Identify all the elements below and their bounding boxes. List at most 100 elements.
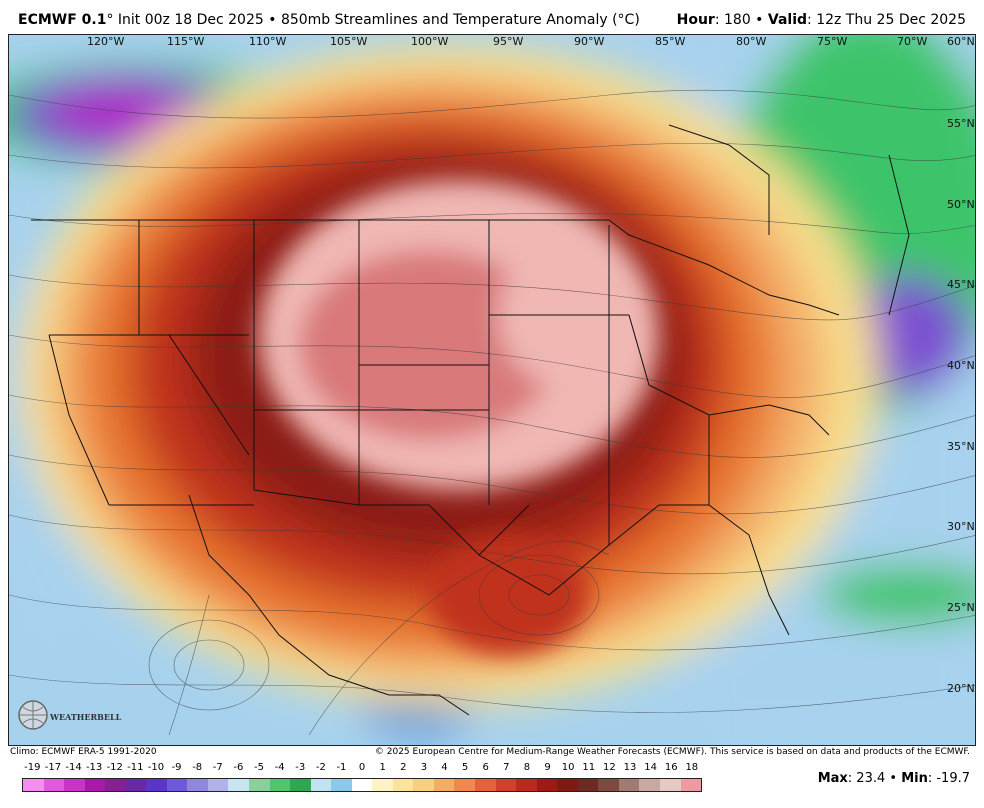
scale-swatch: [557, 779, 578, 791]
scale-swatch: [166, 779, 188, 791]
scale-label: 16: [664, 762, 678, 773]
scale-label: -10: [147, 762, 165, 773]
scale-swatch: [413, 779, 434, 791]
lon-label: 90°W: [574, 35, 604, 48]
forecast-map: 120°W 115°W 110°W 105°W 100°W 95°W 90°W …: [8, 34, 976, 746]
map-canvas: 120°W 115°W 110°W 105°W 100°W 95°W 90°W …: [9, 35, 975, 745]
scale-swatch: [516, 779, 537, 791]
weatherbell-logo: WEATHERBELL: [16, 698, 121, 732]
max-label: Max: [817, 771, 848, 786]
hour-label: Hour: [676, 12, 715, 28]
scale-swatch: [454, 779, 476, 791]
scale-swatch: [249, 779, 270, 791]
scale-swatch: [146, 779, 167, 791]
scale-swatch: [43, 779, 65, 791]
lat-label: 55°N: [947, 117, 975, 130]
scale-label: 6: [482, 762, 489, 773]
valid-time: Hour: 180 • Valid: 12z Thu 25 Dec 2025: [677, 12, 966, 28]
title: ECMWF 0.1° Init 00z 18 Dec 2025 • 850mb …: [18, 12, 640, 28]
scale-swatch: [659, 779, 681, 791]
min-label: Min: [901, 771, 928, 786]
scale-swatch: [228, 779, 250, 791]
scale-label: -1: [336, 762, 347, 773]
scale-swatch: [495, 779, 517, 791]
color-scale: -19 -17 -14 -13 -12 -11 -10 -9 -8 -7 -6 -5 -4 -3 -2 -1 0…: [22, 762, 702, 794]
scale-label: -2: [315, 762, 326, 773]
max-min-stats: Max: 23.4 • Min: -19.7: [818, 771, 970, 786]
scale-label: 1: [379, 762, 386, 773]
degree-mark: °: [106, 12, 114, 28]
globe-icon: [18, 700, 48, 730]
scale-swatch: [125, 779, 147, 791]
scale-label: 8: [523, 762, 531, 773]
footer: Climo: ECMWF ERA-5 1991-2020 © 2025 Euro…: [0, 746, 984, 760]
scale-label: 7: [503, 762, 510, 773]
hour-value: : 180 •: [714, 12, 768, 28]
scale-swatch: [84, 779, 106, 791]
scale-swatch: [372, 779, 393, 791]
max-value: : 23.4 •: [847, 771, 902, 786]
scale-label: -8: [192, 762, 203, 773]
lon-label: 115°W: [167, 35, 204, 48]
logo-text: WEATHERBELL: [50, 712, 122, 722]
init-text: Init 00z 18 Dec 2025 • 850mb Streamlines…: [113, 12, 640, 28]
scale-swatch: [618, 779, 640, 791]
scale-swatches: [22, 778, 702, 792]
scale-label: -9: [171, 762, 182, 773]
scale-label: 3: [420, 762, 428, 773]
lat-label: 50°N: [947, 198, 975, 211]
scale-swatch: [577, 779, 599, 791]
scale-label: 18: [685, 762, 699, 773]
scale-swatch: [433, 779, 455, 791]
lon-label: 110°W: [249, 35, 286, 48]
scale-label: 5: [461, 762, 469, 773]
scale-swatch: [105, 779, 126, 791]
lat-label: 35°N: [947, 440, 975, 453]
lat-label: 30°N: [947, 520, 975, 533]
scale-swatch: [680, 779, 702, 791]
scale-label: -11: [127, 762, 144, 773]
valid-label: Valid: [767, 12, 808, 28]
lon-label: 75°W: [817, 35, 847, 48]
lon-label: 95°W: [493, 35, 523, 48]
scale-label: -4: [274, 762, 285, 773]
scale-swatch: [290, 779, 311, 791]
scale-swatch: [639, 779, 660, 791]
scale-label: 4: [441, 762, 448, 773]
model-name: ECMWF 0.1: [18, 12, 107, 28]
scale-label: -12: [106, 762, 123, 773]
scale-label: 13: [623, 762, 637, 773]
scale-label: 14: [644, 762, 657, 773]
borders: [31, 124, 910, 716]
lat-label: 45°N: [947, 278, 975, 291]
scale-label: -14: [65, 762, 82, 773]
header: ECMWF 0.1° Init 00z 18 Dec 2025 • 850mb …: [0, 0, 984, 34]
scale-label: 2: [400, 762, 407, 773]
longitude-labels: 120°W 115°W 110°W 105°W 100°W 95°W 90°W …: [87, 35, 975, 48]
min-value: : -19.7: [927, 771, 970, 786]
scale-swatch: [351, 779, 373, 791]
scale-swatch: [331, 779, 352, 791]
scale-label: -13: [85, 762, 103, 773]
climo-text: Climo: ECMWF ERA-5 1991-2020: [10, 747, 157, 757]
scale-label: 10: [561, 762, 575, 773]
scale-swatch: [207, 779, 229, 791]
scale-swatch: [64, 779, 85, 791]
lon-label: 120°W: [87, 35, 124, 48]
latitude-labels: 55°N 50°N 45°N 40°N 35°N 30°N 25°N 20°N: [947, 117, 975, 695]
scale-swatch: [23, 779, 44, 791]
scale-label: -17: [44, 762, 62, 773]
scale-label: 11: [582, 762, 596, 773]
lon-label: 105°W: [330, 35, 367, 48]
scale-label: -19: [24, 762, 41, 773]
lat-label: 40°N: [947, 359, 975, 372]
scale-swatch: [187, 779, 208, 791]
lon-label: 100°W: [411, 35, 448, 48]
scale-swatch: [269, 779, 291, 791]
copyright-text: © 2025 European Centre for Medium-Range …: [374, 747, 970, 757]
scale-swatch: [598, 779, 619, 791]
scale-label: -5: [254, 762, 264, 773]
scale-label: 12: [603, 762, 616, 773]
valid-value: : 12z Thu 25 Dec 2025: [807, 12, 966, 28]
scale-label: -3: [295, 762, 306, 773]
